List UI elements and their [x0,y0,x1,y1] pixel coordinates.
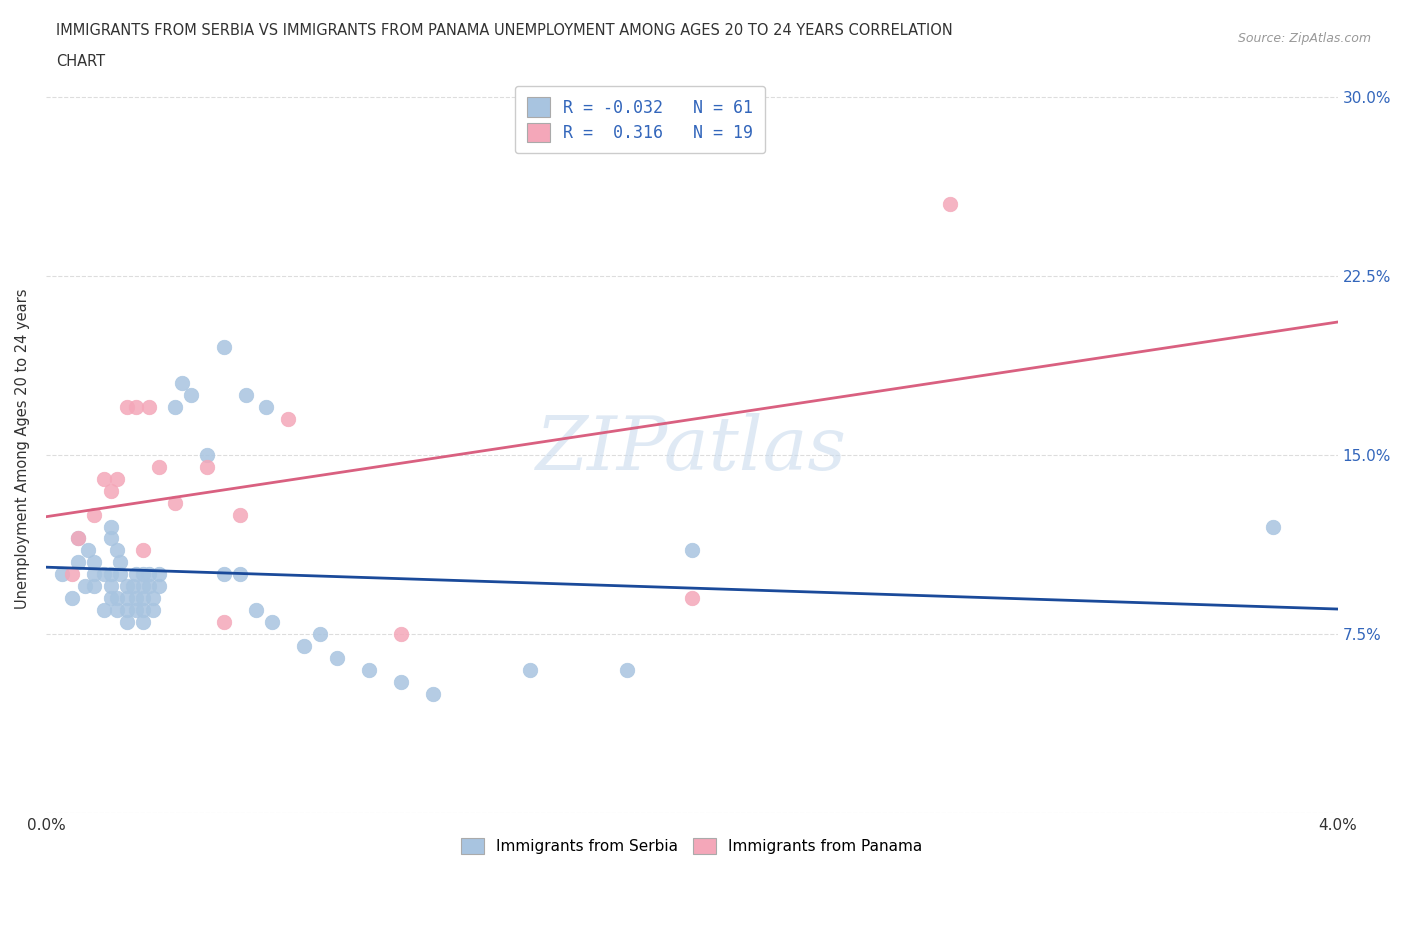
Point [105,472,128,486]
Point [197,447,219,462]
Point [235,388,257,403]
Point [67,531,90,546]
Point [77,543,100,558]
Point [1261,519,1284,534]
Point [148,459,170,474]
Point [254,400,277,415]
Point [141,603,163,618]
Point [357,662,380,677]
Point [519,662,541,677]
Point [67,531,90,546]
Point [681,543,703,558]
Point [292,639,315,654]
Point [100,484,122,498]
Point [681,591,703,605]
Point [125,400,148,415]
Point [105,543,128,558]
Point [73,578,96,593]
Point [115,603,138,618]
Point [115,400,138,415]
Point [132,543,155,558]
Point [110,555,132,570]
Point [228,567,250,582]
Point [115,591,138,605]
Point [125,603,148,618]
Point [138,578,160,593]
Point [105,603,128,618]
Point [138,567,160,582]
Point [122,578,145,593]
Point [132,567,155,582]
Point [115,615,138,630]
Point [100,578,122,593]
Text: IMMIGRANTS FROM SERBIA VS IMMIGRANTS FROM PANAMA UNEMPLOYMENT AMONG AGES 20 TO 2: IMMIGRANTS FROM SERBIA VS IMMIGRANTS FRO… [56,23,953,38]
Legend: Immigrants from Serbia, Immigrants from Panama: Immigrants from Serbia, Immigrants from … [454,832,929,860]
Text: CHART: CHART [56,54,105,69]
Point [60,567,83,582]
Point [165,400,187,415]
Point [110,567,132,582]
Point [197,459,219,474]
Point [132,591,155,605]
Text: Source: ZipAtlas.com: Source: ZipAtlas.com [1237,32,1371,45]
Point [939,197,962,212]
Point [125,591,148,605]
Point [67,555,90,570]
Point [51,567,73,582]
Point [277,412,299,427]
Point [83,567,105,582]
Y-axis label: Unemployment Among Ages 20 to 24 years: Unemployment Among Ages 20 to 24 years [15,288,30,609]
Point [100,519,122,534]
Point [100,531,122,546]
Point [60,591,83,605]
Point [165,496,187,511]
Point [170,376,193,391]
Point [148,578,170,593]
Point [616,662,638,677]
Point [83,555,105,570]
Point [105,591,128,605]
Point [141,591,163,605]
Point [180,388,202,403]
Point [83,578,105,593]
Point [132,615,155,630]
Point [260,615,283,630]
Text: ZIPatlas: ZIPatlas [536,413,848,485]
Point [93,472,115,486]
Point [100,591,122,605]
Point [325,650,347,665]
Point [228,507,250,522]
Point [309,627,332,642]
Point [389,627,412,642]
Point [93,567,115,582]
Point [212,340,235,355]
Point [212,615,235,630]
Point [93,603,115,618]
Point [245,603,267,618]
Point [132,603,155,618]
Point [132,578,155,593]
Point [100,567,122,582]
Point [422,686,444,701]
Point [389,674,412,689]
Point [138,400,160,415]
Point [83,507,105,522]
Point [125,567,148,582]
Point [115,578,138,593]
Point [148,567,170,582]
Point [212,567,235,582]
